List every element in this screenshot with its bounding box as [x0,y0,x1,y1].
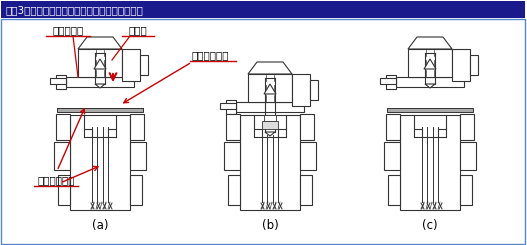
Text: (b): (b) [261,219,278,232]
Bar [50,78,66,84]
Polygon shape [425,84,435,88]
Polygon shape [95,84,105,88]
Bar [130,142,146,170]
Bar [452,49,470,81]
Polygon shape [248,62,292,74]
Bar [130,114,144,140]
Text: 【図3】リフタービンを利用したストリッピング: 【図3】リフタービンを利用したストリッピング [5,5,143,15]
Bar [460,114,474,140]
Text: (c): (c) [422,219,438,232]
Bar [387,108,473,112]
Bar [300,175,312,205]
Text: ノックアウト: ノックアウト [192,50,229,60]
Polygon shape [264,84,276,94]
Bar [460,142,476,170]
Bar [66,77,134,87]
Bar [248,74,292,102]
Bar [122,49,140,81]
Bar [300,114,314,140]
Polygon shape [78,37,122,49]
Bar [386,75,396,89]
Polygon shape [424,59,436,69]
Bar [470,55,478,75]
Bar [400,115,460,210]
Bar [388,175,400,205]
Bar [78,49,122,77]
Text: リフタービン: リフタービン [37,175,75,185]
Bar [56,75,66,89]
Polygon shape [94,59,106,69]
Bar [236,102,304,112]
Bar [262,121,278,129]
Polygon shape [408,37,452,49]
Bar [292,74,310,106]
Bar [130,175,142,205]
Text: パンチ: パンチ [129,25,148,35]
Bar [226,114,240,140]
Text: ストリッパ: ストリッパ [52,25,84,35]
Bar [228,175,240,205]
Bar [300,142,316,170]
Bar [57,108,143,112]
Bar [386,114,400,140]
Bar [54,142,70,170]
Bar [460,175,472,205]
Bar [408,49,452,77]
Bar [1,1,525,18]
Bar [310,80,318,100]
Bar [220,103,236,109]
Bar [264,115,276,121]
Bar [56,114,70,140]
Bar [384,142,400,170]
Bar [240,115,300,210]
Bar [380,78,396,84]
Bar [58,175,70,205]
Bar [140,55,148,75]
Bar [226,100,236,114]
Bar [396,77,464,87]
Bar [70,115,130,210]
Bar [224,142,240,170]
Text: (a): (a) [92,219,108,232]
Polygon shape [265,132,275,136]
